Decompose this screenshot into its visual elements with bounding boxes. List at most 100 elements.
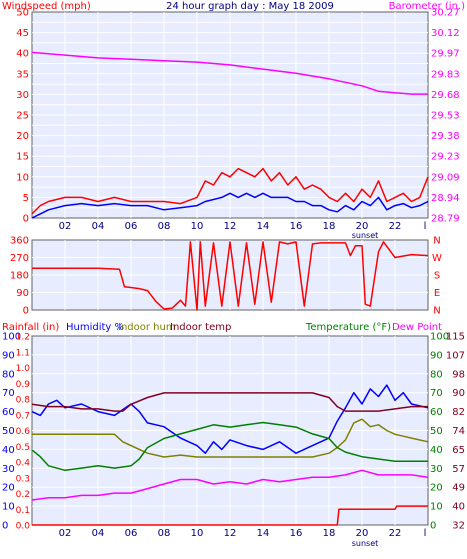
rainfall-tick-label: 0.4 [16, 459, 31, 469]
chart-title: 24 hour graph day : May 18 2009 [166, 1, 334, 12]
direction-tick-label: 360 [10, 236, 29, 247]
barometer-axis-title: Barometer (in.) [389, 1, 465, 12]
direction-tick-label: 90 [16, 288, 29, 299]
humidity-tick-label: 70 [2, 388, 15, 399]
x-tick-label: 04 [92, 221, 105, 232]
humidity-tick-label: 10 [2, 502, 15, 513]
temperature-tick-label: 40 [452, 502, 465, 513]
humidity-right-tick-label: 0 [430, 521, 436, 532]
temperature-tick-label: 74 [452, 426, 465, 437]
x-tick-label: 02 [59, 528, 72, 539]
x-tick-label: 20 [356, 528, 369, 539]
x-tick-label: 14 [257, 528, 270, 539]
x-tick-label: 06 [125, 221, 138, 232]
humidity-tick-label: 40 [2, 445, 15, 456]
indoor-temperature-line [31, 392, 428, 412]
indoor-hum-legend: Indoor hum [118, 322, 176, 333]
dew-point-line [31, 469, 429, 501]
windspeed-axis-title: Windspeed (mph) [2, 1, 91, 12]
humidity-right-tick-label: 80 [430, 369, 443, 380]
humidity-legend: Humidity % [66, 322, 124, 333]
windspeed-tick-label: 30 [16, 90, 29, 101]
humidity-tick-label: 0 [2, 521, 8, 532]
wind-direction-line [32, 241, 429, 311]
direction-tick-label: 180 [10, 271, 29, 282]
barometer-line [31, 51, 428, 95]
x-tick-label: 18 [323, 528, 336, 539]
x-tick-label: 08 [158, 528, 171, 539]
wind-speed-line [31, 192, 429, 219]
rainfall-line [32, 505, 428, 526]
humidity-right-tick-label: 70 [430, 388, 443, 399]
compass-tick-label: W [432, 253, 442, 264]
humidity-tick-label: 30 [2, 464, 15, 475]
barometer-tick-label: 29.23 [431, 152, 460, 163]
temperature-tick-label: 49 [452, 483, 465, 494]
barometer-tick-label: 28.79 [431, 214, 460, 225]
x-tick-label: 22 [389, 528, 402, 539]
x-tick-label: 06 [125, 528, 138, 539]
windspeed-tick-label: 20 [16, 131, 29, 142]
temperature-tick-label: 82 [452, 407, 465, 418]
humidity-right-tick-label: 40 [430, 445, 443, 456]
rainfall-tick-label: 0.5 [16, 443, 30, 453]
barometer-tick-label: 29.53 [431, 111, 460, 122]
humidity-tick-label: 60 [2, 407, 15, 418]
x-tick-label: 04 [92, 528, 105, 539]
temperature-tick-label: 107 [446, 350, 465, 361]
x-tick-label: 18 [323, 221, 336, 232]
humidity-tick-label: 80 [2, 369, 15, 380]
humidity-right-tick-label: 100 [430, 332, 449, 343]
x-tick-label: 10 [191, 221, 204, 232]
humidity-tick-label: 50 [2, 426, 15, 437]
x-tick-label: 02 [59, 221, 72, 232]
direction-tick-label: 270 [10, 253, 29, 264]
humidity-right-tick-label: 30 [430, 464, 443, 475]
compass-tick-label: N [433, 236, 440, 247]
windspeed-tick-label: 40 [16, 49, 29, 60]
windspeed-tick-label: 15 [16, 152, 29, 163]
temperature-tick-label: 90 [452, 388, 465, 399]
humidity-tick-label: 20 [2, 483, 15, 494]
x-tick-label: 10 [191, 528, 204, 539]
x-tick-label: 08 [158, 221, 171, 232]
humidity-right-tick-label: 90 [430, 350, 443, 361]
compass-tick-label: N [433, 306, 440, 317]
barometer-tick-label: 29.09 [431, 172, 460, 183]
rainfall-tick-label: 0.2 [16, 490, 30, 500]
rainfall-tick-label: 0.6 [16, 427, 31, 437]
rainfall-tick-label: 0.1 [16, 506, 30, 516]
windspeed-tick-label: 0 [23, 214, 29, 225]
x-tick-label: 12 [224, 221, 237, 232]
x-tick-label: l [424, 221, 427, 232]
rainfall-tick-label: 0.3 [16, 474, 30, 484]
indoor-temp-legend: Indoor temp [170, 322, 231, 333]
temperature-tick-label: 57 [452, 464, 465, 475]
temperature-tick-label: 32 [452, 521, 465, 532]
x-tick-label: 16 [290, 221, 303, 232]
x-tick-label: 20 [356, 221, 369, 232]
direction-tick-label: 0 [23, 306, 29, 317]
windspeed-tick-label: 5 [23, 193, 29, 204]
barometer-tick-label: 29.83 [431, 69, 460, 80]
dew-point-legend: Dew Point [392, 322, 442, 333]
humidity-right-tick-label: 60 [430, 407, 443, 418]
temperature-axis-title: Temperature (°F) [305, 322, 391, 333]
rainfall-tick-label: 0.9 [16, 380, 31, 390]
wind-gust-line [31, 167, 429, 215]
windspeed-tick-label: 25 [16, 111, 29, 122]
barometer-tick-label: 30.27 [431, 8, 460, 19]
barometer-tick-label: 29.38 [431, 131, 460, 142]
rainfall-tick-label: 1.2 [16, 333, 30, 343]
barometer-tick-label: 30.12 [431, 28, 460, 39]
windspeed-tick-label: 35 [16, 69, 29, 80]
humidity-right-tick-label: 50 [430, 426, 443, 437]
windspeed-tick-label: 10 [16, 172, 29, 183]
humidity-tick-label: 100 [2, 332, 21, 343]
sunset-label-top: sunset [352, 231, 379, 240]
barometer-tick-label: 28.94 [431, 193, 460, 204]
rainfall-tick-label: 1.1 [16, 348, 30, 358]
sunset-label-bottom: sunset [352, 539, 379, 548]
